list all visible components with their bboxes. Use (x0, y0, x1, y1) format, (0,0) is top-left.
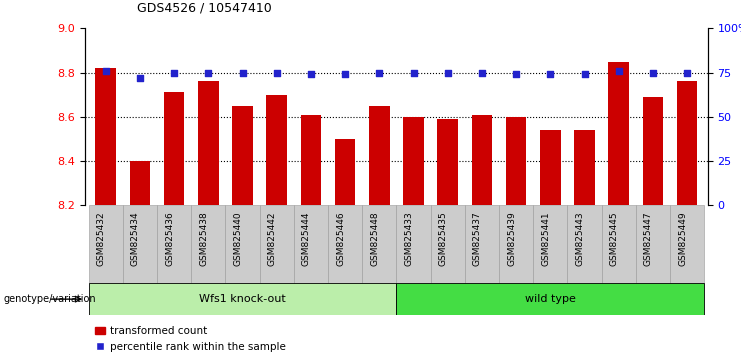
Text: GSM825435: GSM825435 (439, 212, 448, 266)
Text: GSM825444: GSM825444 (302, 212, 311, 266)
FancyBboxPatch shape (328, 205, 362, 283)
Text: GSM825445: GSM825445 (610, 212, 619, 266)
FancyBboxPatch shape (499, 205, 534, 283)
Text: GSM825434: GSM825434 (131, 212, 140, 266)
Bar (403, 117, 424, 205)
FancyBboxPatch shape (431, 205, 465, 283)
Bar (267, 95, 287, 205)
Bar (437, 119, 458, 205)
Bar (540, 130, 561, 205)
Text: GSM825436: GSM825436 (165, 212, 174, 266)
FancyBboxPatch shape (602, 205, 636, 283)
Point (339, 72, 351, 77)
Point (476, 70, 488, 75)
FancyBboxPatch shape (157, 205, 191, 283)
Point (134, 75, 146, 81)
Point (511, 72, 522, 77)
Point (545, 72, 556, 77)
FancyBboxPatch shape (225, 205, 259, 283)
FancyBboxPatch shape (534, 205, 568, 283)
Point (681, 70, 693, 75)
FancyBboxPatch shape (89, 205, 123, 283)
FancyBboxPatch shape (396, 205, 431, 283)
FancyBboxPatch shape (362, 205, 396, 283)
Bar (335, 139, 356, 205)
Text: GSM825441: GSM825441 (542, 212, 551, 266)
FancyBboxPatch shape (191, 205, 225, 283)
Bar (96, 68, 116, 205)
Text: GSM825438: GSM825438 (199, 212, 208, 266)
Bar (164, 92, 185, 205)
Bar (232, 106, 253, 205)
Legend: transformed count, percentile rank within the sample: transformed count, percentile rank withi… (90, 322, 290, 354)
Point (202, 70, 214, 75)
Text: GSM825439: GSM825439 (507, 212, 516, 266)
Text: wild type: wild type (525, 294, 576, 304)
Bar (608, 62, 629, 205)
Text: genotype/variation: genotype/variation (4, 294, 96, 304)
Point (373, 70, 385, 75)
Bar (506, 117, 526, 205)
Bar (198, 81, 219, 205)
Bar (472, 115, 492, 205)
Text: GSM825446: GSM825446 (336, 212, 345, 266)
Text: GSM825447: GSM825447 (644, 212, 653, 266)
FancyBboxPatch shape (670, 205, 704, 283)
Bar (574, 130, 595, 205)
Bar (369, 106, 390, 205)
FancyBboxPatch shape (294, 205, 328, 283)
FancyBboxPatch shape (636, 205, 670, 283)
Text: GSM825432: GSM825432 (97, 212, 106, 266)
Point (647, 70, 659, 75)
Bar (130, 161, 150, 205)
Text: GSM825448: GSM825448 (370, 212, 379, 266)
Text: GSM825443: GSM825443 (576, 212, 585, 266)
Point (442, 70, 453, 75)
Text: GSM825433: GSM825433 (405, 212, 413, 266)
Text: GSM825449: GSM825449 (678, 212, 687, 266)
FancyBboxPatch shape (89, 283, 396, 315)
Text: GSM825440: GSM825440 (233, 212, 242, 266)
Point (613, 68, 625, 74)
Point (168, 70, 180, 75)
Text: GSM825442: GSM825442 (268, 212, 276, 266)
FancyBboxPatch shape (396, 283, 704, 315)
FancyBboxPatch shape (568, 205, 602, 283)
Point (100, 68, 112, 74)
Bar (642, 97, 663, 205)
Point (270, 70, 282, 75)
Bar (301, 115, 321, 205)
Point (305, 72, 317, 77)
FancyBboxPatch shape (259, 205, 294, 283)
Text: Wfs1 knock-out: Wfs1 knock-out (199, 294, 286, 304)
FancyBboxPatch shape (123, 205, 157, 283)
Point (236, 70, 248, 75)
FancyBboxPatch shape (465, 205, 499, 283)
Bar (677, 81, 697, 205)
Text: GDS4526 / 10547410: GDS4526 / 10547410 (137, 1, 272, 14)
Point (408, 70, 419, 75)
Text: GSM825437: GSM825437 (473, 212, 482, 266)
Point (579, 72, 591, 77)
